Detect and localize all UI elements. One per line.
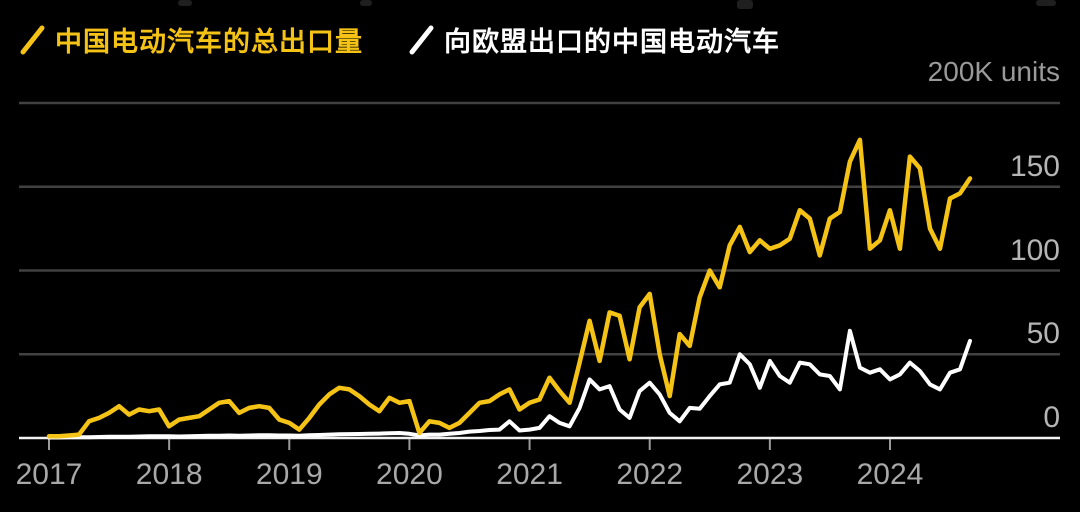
legend: 中国电动汽车的总出口量 向欧盟出口的中国电动汽车 bbox=[20, 20, 780, 59]
legend-line-icon-yellow bbox=[20, 25, 45, 54]
x-tick-label-2018: 2018 bbox=[135, 458, 203, 491]
y-axis-units-label: 200K units bbox=[927, 56, 1060, 87]
legend-item-eu-exports: 向欧盟出口的中国电动汽车 bbox=[409, 20, 780, 59]
x-tick-label-2024: 2024 bbox=[856, 458, 924, 491]
series-line-eu-exports bbox=[47, 328, 972, 440]
x-tick-label-2017: 2017 bbox=[15, 458, 83, 491]
y-tick-label-0: 0 bbox=[1043, 401, 1060, 434]
legend-line-icon-white bbox=[409, 25, 434, 54]
x-tick-label-2022: 2022 bbox=[616, 458, 684, 491]
x-tick-label-2020: 2020 bbox=[376, 458, 443, 491]
x-tick-label-2021: 2021 bbox=[496, 458, 563, 491]
y-tick-label-100: 100 bbox=[1009, 233, 1060, 267]
x-tick-label-2019: 2019 bbox=[255, 458, 323, 491]
cropped-text-fragment bbox=[737, 0, 753, 9]
legend-label-total-exports: 中国电动汽车的总出口量 bbox=[55, 27, 363, 57]
y-tick-label-150: 150 bbox=[1009, 149, 1060, 183]
cropped-text-fragment bbox=[360, 0, 372, 6]
legend-item-total-exports: 中国电动汽车的总出口量 bbox=[20, 20, 363, 59]
x-tick-label-2023: 2023 bbox=[736, 458, 804, 491]
legend-label-eu-exports: 向欧盟出口的中国电动汽车 bbox=[444, 27, 780, 57]
y-tick-label-50: 50 bbox=[1026, 317, 1060, 351]
series-line-total-exports bbox=[46, 137, 973, 439]
cropped-text-fragment bbox=[178, 0, 192, 6]
cropped-text-fragment bbox=[1036, 0, 1056, 6]
